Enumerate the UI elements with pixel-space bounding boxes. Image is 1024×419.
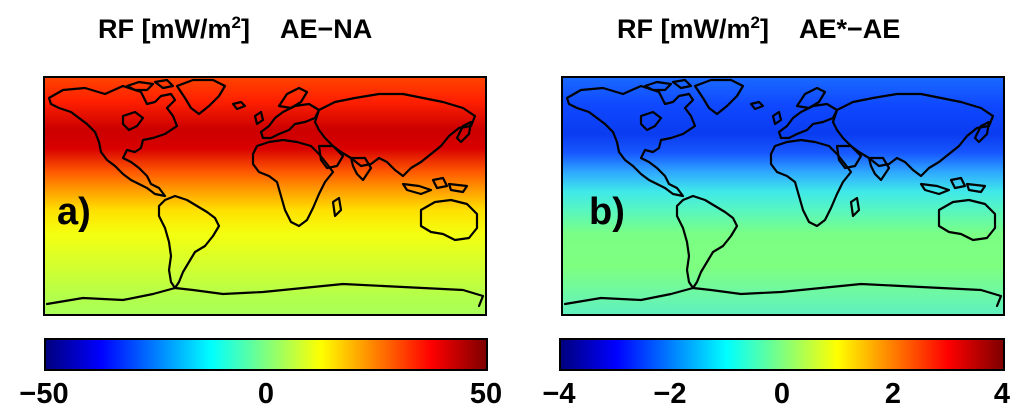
title-suffix: ] <box>240 14 250 44</box>
colorbar-tick: 2 <box>884 378 902 410</box>
title-case: AE*−AE <box>798 14 901 44</box>
panel-title: RF [mW/m2] AE−NA <box>98 14 372 45</box>
colorbar-tick: −4 <box>542 378 576 410</box>
title-prefix: RF [mW/m <box>98 14 232 44</box>
field-a <box>43 76 487 316</box>
title-superscript: 2 <box>231 13 241 32</box>
panel-label: a) <box>57 191 91 233</box>
colorbar <box>559 338 1005 371</box>
colorbar <box>44 338 488 371</box>
panel-b: RF [mW/m2] AE*−AE b) −4 −2 0 2 4 <box>512 0 1024 419</box>
title-case: AE−NA <box>279 14 373 44</box>
colorbar-tick: −50 <box>19 378 69 410</box>
map-a: a) <box>43 76 487 316</box>
colorbar-tick: 0 <box>773 378 791 410</box>
colorbar-tick: 0 <box>257 378 275 410</box>
field-b <box>561 76 1005 316</box>
colorbar-tick: −2 <box>653 378 687 410</box>
title-prefix: RF [mW/m <box>617 14 751 44</box>
panel-a: RF [mW/m2] AE−NA a) −50 0 50 <box>19 14 503 410</box>
colorbar-tick: 50 <box>469 378 503 410</box>
panel-title: RF [mW/m2] AE*−AE <box>617 14 900 45</box>
map-b: b) <box>561 76 1005 316</box>
title-suffix: ] <box>759 14 769 44</box>
colorbar-tick: 4 <box>993 378 1011 410</box>
panel-label: b) <box>589 191 625 233</box>
title-superscript: 2 <box>750 13 760 32</box>
